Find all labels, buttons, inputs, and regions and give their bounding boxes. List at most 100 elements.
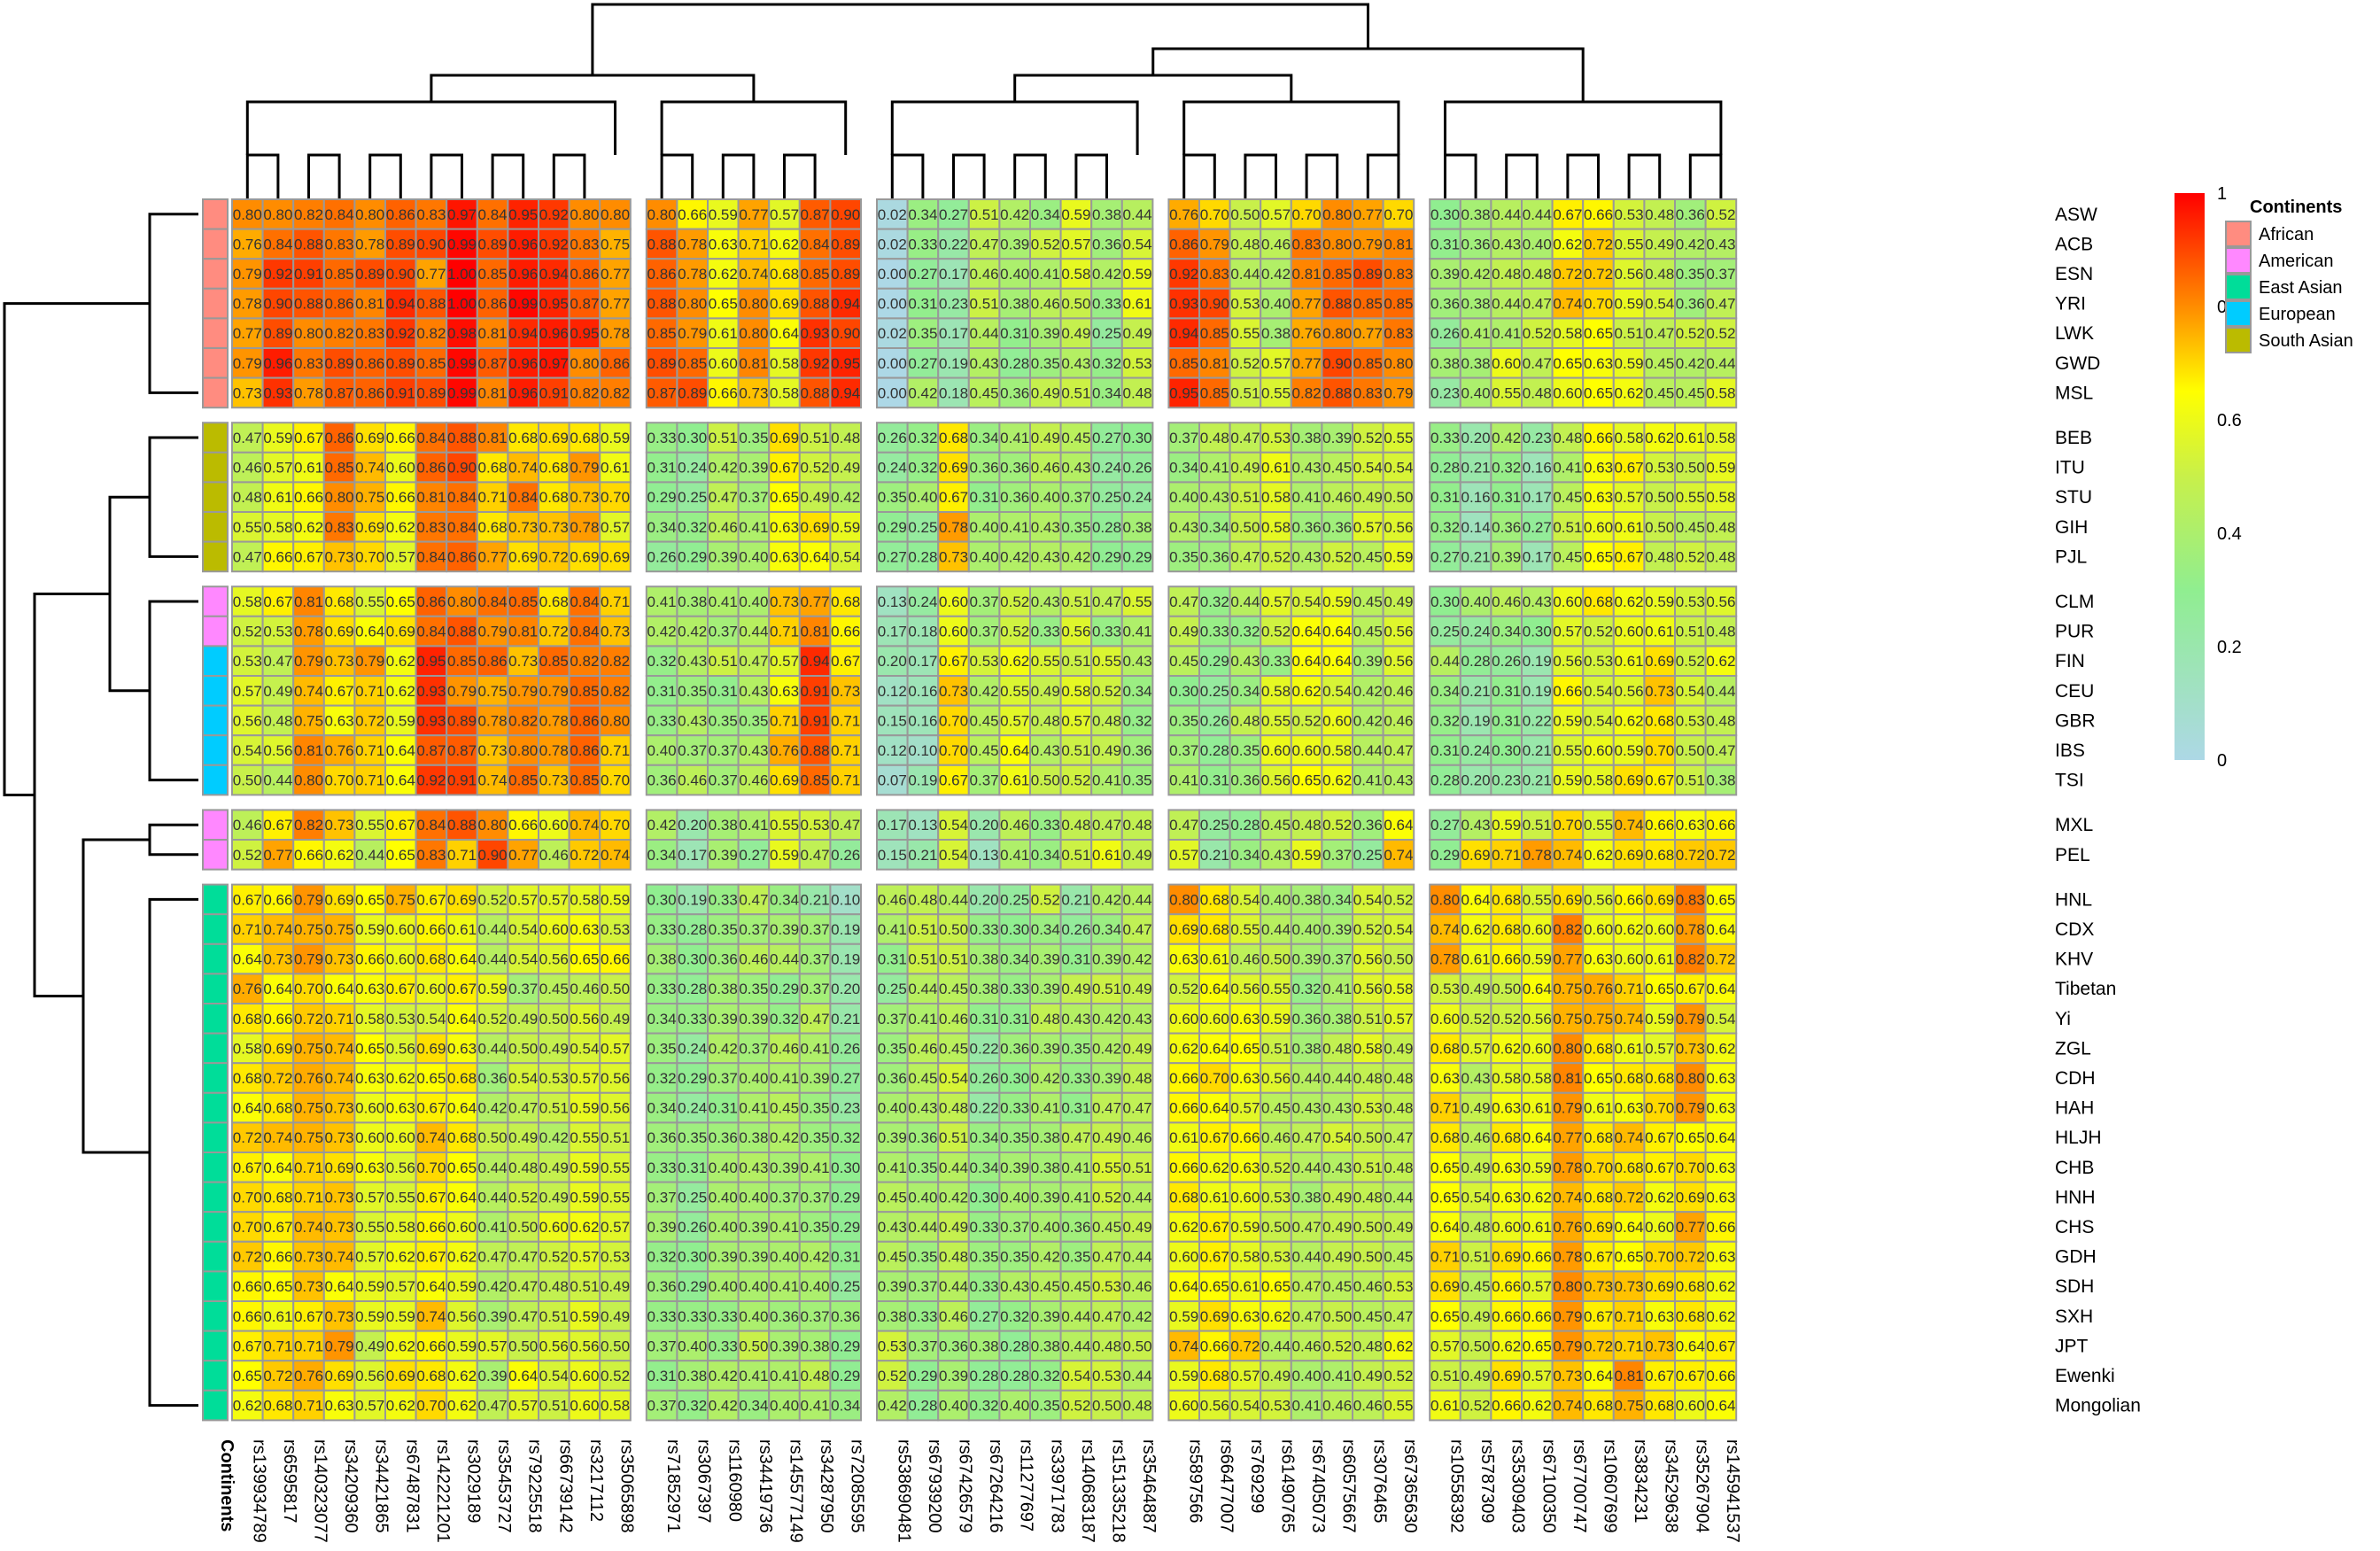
cell-value: 0.71 [1492, 847, 1521, 864]
cell-value: 0.35 [908, 1159, 937, 1176]
cell-value: 0.73 [1645, 683, 1674, 700]
cell-value: 0.48 [1706, 624, 1735, 640]
cell-value: 0.42 [1123, 951, 1152, 968]
cell-value: 0.60 [1322, 712, 1352, 729]
cell-value: 0.69 [801, 519, 830, 536]
cell-value: 0.69 [539, 430, 569, 446]
cell-value: 0.36 [1123, 742, 1152, 759]
cell-value: 0.36 [647, 1129, 677, 1146]
cell-value: 0.22 [1523, 712, 1552, 729]
column-label: rs66739142 [555, 1439, 575, 1533]
cell-value: 0.92 [801, 355, 830, 372]
cell-value: 0.86 [570, 742, 599, 759]
cell-value: 0.56 [1384, 519, 1413, 536]
cell-value: 0.31 [831, 1249, 860, 1266]
cell-value: 0.84 [508, 489, 538, 506]
cell-value: 0.75 [1553, 981, 1582, 997]
cell-value: 0.62 [1523, 1189, 1552, 1206]
cell-value: 0.61 [263, 489, 292, 506]
cell-value: 0.63 [1615, 1100, 1644, 1117]
legend-label: American [2259, 252, 2333, 271]
cell-value: 0.63 [1584, 460, 1613, 477]
cell-value: 0.25 [831, 1278, 860, 1295]
cell-value: 0.56 [601, 1100, 630, 1117]
cell-value: 0.76 [1169, 206, 1198, 223]
cell-value: 0.71 [355, 772, 384, 789]
cell-value: 0.47 [1292, 1129, 1322, 1146]
cell-value: 0.37 [709, 624, 738, 640]
cell-value: 0.71 [294, 1189, 323, 1206]
cell-value: 0.36 [1200, 548, 1229, 565]
cell-value: 0.64 [1584, 1368, 1613, 1384]
cell-value: 0.70 [1645, 742, 1674, 759]
cell-value: 0.61 [1200, 1189, 1229, 1206]
cell-value: 0.43 [1384, 772, 1413, 789]
cell-value: 0.20 [878, 653, 907, 670]
cell-value: 0.72 [1706, 847, 1735, 864]
cell-value: 0.46 [1261, 236, 1291, 252]
cell-value: 0.51 [1092, 981, 1121, 997]
cell-value: 0.47 [1230, 430, 1260, 446]
cell-value: 0.99 [508, 296, 538, 313]
cell-value: 0.33 [647, 1159, 677, 1176]
cell-value: 0.71 [831, 712, 860, 729]
cell-value: 0.52 [1676, 325, 1705, 342]
cell-value: 0.75 [325, 921, 354, 938]
row-label: ZGL [2055, 1038, 2091, 1059]
cell-value: 0.89 [478, 236, 508, 252]
cell-value: 0.42 [1092, 1040, 1121, 1057]
cell-value: 0.83 [1292, 236, 1322, 252]
cell-value: 0.76 [294, 1070, 323, 1087]
cell-value: 0.83 [1353, 384, 1383, 401]
cell-value: 0.67 [1676, 981, 1705, 997]
continent-annotation-cell [202, 883, 229, 916]
cell-value: 0.67 [263, 593, 292, 610]
cell-value: 0.42 [1261, 266, 1291, 283]
cell-value: 0.28 [678, 921, 707, 938]
heatmap-cell [1582, 317, 1615, 349]
cell-value: 0.80 [1169, 891, 1198, 908]
cell-value: 0.31 [1430, 236, 1460, 252]
continent-annotation-cell [202, 1389, 229, 1422]
cell-value: 0.59 [1292, 847, 1322, 864]
cell-value: 0.68 [1676, 1308, 1705, 1325]
cell-value: 0.42 [478, 1278, 508, 1295]
cell-value: 0.45 [878, 1189, 907, 1206]
cell-value: 0.42 [709, 1040, 738, 1057]
colorbar-tick-label: 0 [2217, 751, 2227, 771]
cell-value: 0.79 [508, 683, 538, 700]
cell-value: 0.68 [1169, 1189, 1198, 1206]
cell-value: 0.71 [770, 624, 799, 640]
cell-value: 0.27 [908, 266, 937, 283]
cell-value: 0.84 [570, 624, 599, 640]
cell-value: 0.62 [294, 519, 323, 536]
cell-value: 0.78 [1676, 921, 1705, 938]
cell-value: 0.57 [1461, 1040, 1491, 1057]
cell-value: 0.84 [447, 519, 477, 536]
cell-value: 0.65 [355, 1040, 384, 1057]
cell-value: 0.72 [1676, 847, 1705, 864]
cell-value: 0.66 [1169, 1100, 1198, 1117]
cell-value: 0.63 [1230, 1070, 1260, 1087]
cell-value: 0.46 [709, 519, 738, 536]
cell-value: 0.35 [801, 1129, 830, 1146]
cell-value: 0.58 [1553, 325, 1582, 342]
cell-value: 0.38 [678, 593, 707, 610]
cell-value: 0.53 [1645, 460, 1674, 477]
cell-value: 0.71 [233, 921, 262, 938]
cell-value: 0.90 [386, 266, 415, 283]
cell-value: 0.67 [831, 653, 860, 670]
cell-value: 0.68 [478, 460, 508, 477]
cell-value: 0.25 [1092, 325, 1121, 342]
cell-value: 0.61 [1123, 296, 1152, 313]
continent-annotation-cell [202, 1211, 229, 1243]
cell-value: 0.41 [1322, 981, 1352, 997]
cell-value: 0.60 [1615, 624, 1644, 640]
dendrogram-branch [368, 153, 402, 199]
cell-value: 0.62 [1523, 1398, 1552, 1415]
cell-value: 0.39 [1031, 325, 1060, 342]
column-label: rs140323077 [311, 1439, 330, 1543]
cell-value: 0.72 [1584, 1338, 1613, 1354]
cell-value: 0.52 [1322, 817, 1352, 834]
cell-value: 0.36 [1092, 236, 1121, 252]
